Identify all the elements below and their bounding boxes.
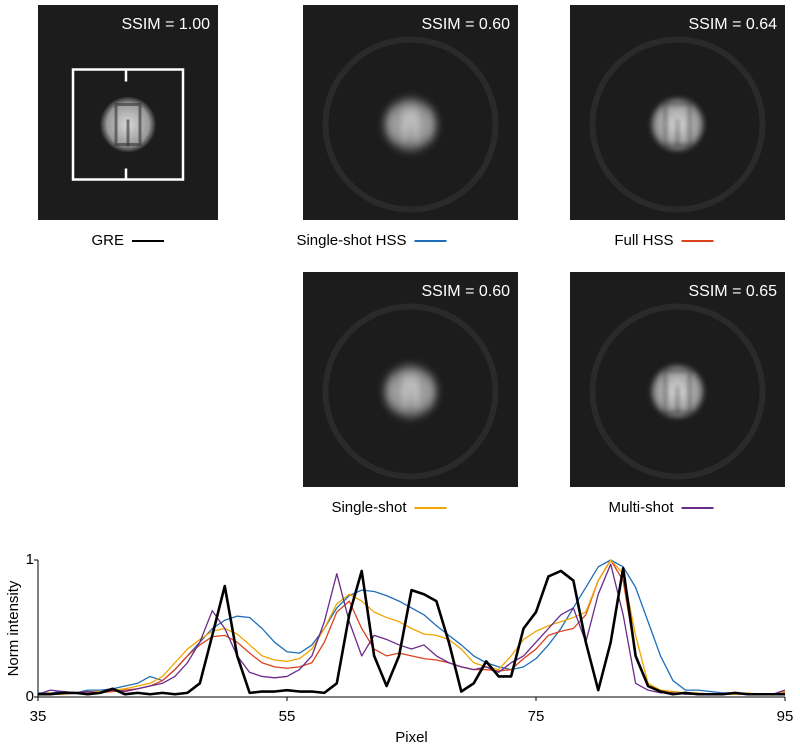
legend-label: Full HSS [614,232,673,249]
legend-label: Multi-shot [608,499,674,516]
y-tick-label: 1 [26,551,34,568]
phantom [649,96,706,153]
ring-artifact [322,303,499,480]
legend-label: GRE [91,232,124,249]
series-line [38,559,786,695]
ssim-label: SSIM = 0.60 [422,16,511,33]
y-tick-label: 0 [26,688,34,705]
x-tick-label: 95 [777,708,794,725]
phantom [649,363,706,420]
roi-box [71,68,185,181]
x-tick-label: 75 [528,708,545,725]
series-line [37,563,786,695]
phantom [382,363,439,420]
profile-chart: 35 55 75 95 0 1 Pixel Norm intensity [5,551,793,746]
x-axis-title: Pixel [395,729,428,746]
phantom [100,96,156,153]
x-tick-label: 55 [279,708,296,725]
legend-label: Single-shot HSS [296,232,406,249]
ring-artifact [589,36,766,213]
series-line [37,559,786,695]
legend-label: Single-shot [331,499,407,516]
ssim-label: SSIM = 1.00 [122,16,211,33]
series-line [38,566,785,696]
ssim-label: SSIM = 0.65 [689,283,778,300]
image-panels: SSIM = 1.00 GRE SSIM = 0.60 Single-shot HSS… [38,5,785,516]
ring-artifact [322,36,499,213]
ssim-label: SSIM = 0.64 [689,16,778,33]
series-line [38,559,786,695]
ssim-label: SSIM = 0.60 [422,283,511,300]
ring-artifact [589,303,766,480]
y-axis-title: Norm intensity [5,580,22,676]
phantom [382,96,439,153]
x-tick-label: 35 [30,708,47,725]
